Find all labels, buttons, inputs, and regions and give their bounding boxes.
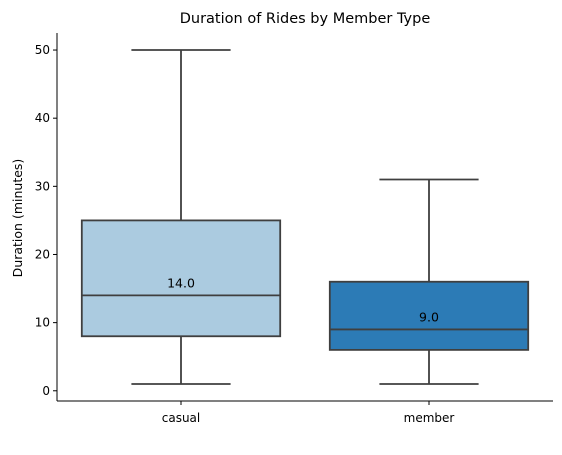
y-tick-label: 30 [35, 179, 50, 193]
median-label-casual: 14.0 [167, 275, 195, 290]
y-axis-label: Duration (minutes) [10, 159, 25, 278]
y-tick-label: 40 [35, 111, 50, 125]
y-axis-ticks: 0 10 20 30 40 50 [35, 43, 57, 398]
x-tick-label-member: member [404, 411, 455, 425]
plot-area: 14.0 9.0 [80, 49, 530, 385]
chart-title: Duration of Rides by Member Type [180, 11, 431, 27]
y-tick-label: 50 [35, 43, 50, 57]
box-member [328, 280, 530, 351]
box-group-member: 9.0 [328, 178, 530, 385]
box-group-casual: 14.0 [80, 49, 282, 385]
y-tick-label: 20 [35, 247, 50, 261]
median-label-member: 9.0 [419, 309, 439, 324]
x-tick-label-casual: casual [162, 411, 201, 425]
x-axis-ticks: casual member [162, 401, 455, 425]
box-casual [80, 219, 282, 338]
y-tick-label: 0 [42, 384, 50, 398]
y-tick-label: 10 [35, 316, 50, 330]
